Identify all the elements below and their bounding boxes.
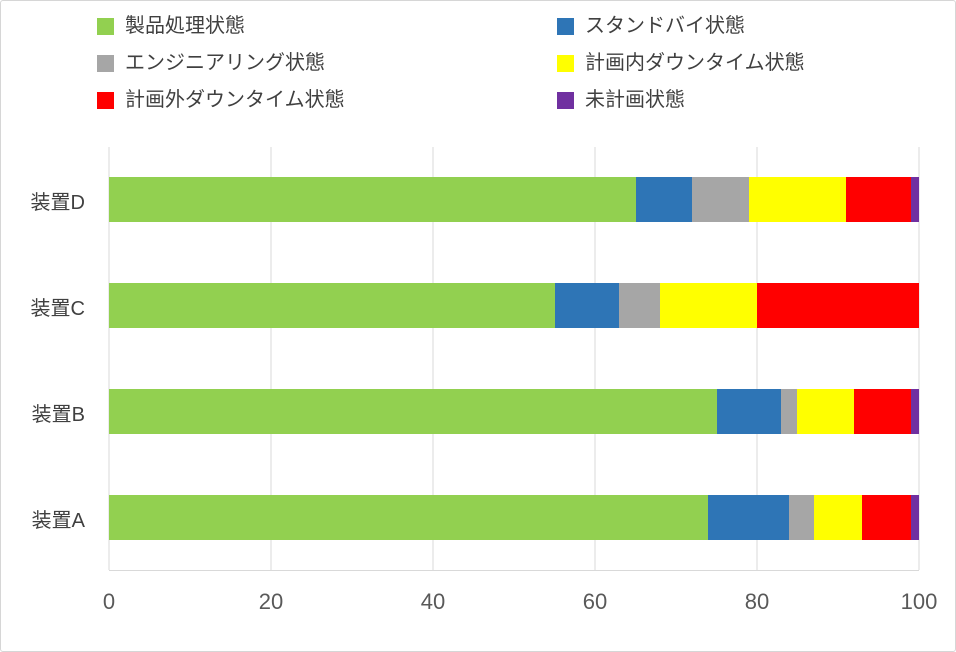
- bar-segment[interactable]: [854, 388, 911, 434]
- bar-segment[interactable]: [109, 177, 636, 223]
- bar-segment[interactable]: [846, 177, 911, 223]
- bar-segment[interactable]: [797, 388, 855, 434]
- x-axis-tick-label: 80: [744, 589, 770, 614]
- legend-item[interactable]: スタンドバイ状態: [557, 15, 805, 37]
- bar-segment[interactable]: [748, 177, 847, 223]
- y-axis-label: 装置B: [31, 403, 85, 426]
- y-axis-labels: 装置D 装置C 装置B 装置A: [1, 147, 99, 571]
- bar-segment[interactable]: [789, 494, 814, 540]
- legend-item[interactable]: エンジニアリング状態: [97, 52, 557, 74]
- legend-swatch-icon: [97, 54, 114, 72]
- bar-segment[interactable]: [716, 388, 782, 434]
- bar-segment[interactable]: [109, 283, 555, 329]
- legend-label: 計画外ダウンタイム状態: [125, 89, 345, 111]
- legend-item[interactable]: 製品処理状態: [97, 15, 557, 37]
- y-axis-label: 装置D: [30, 191, 85, 214]
- x-axis-tick-label: 100: [900, 589, 938, 614]
- legend-item[interactable]: 未計画状態: [557, 89, 805, 111]
- gridline: [594, 147, 596, 570]
- bar-segment[interactable]: [813, 494, 863, 540]
- legend-swatch-icon: [97, 91, 114, 109]
- bar-row: [109, 494, 919, 540]
- bar-row: [109, 283, 919, 329]
- gridline: [918, 147, 920, 570]
- bar-segment[interactable]: [910, 388, 919, 434]
- x-axis-labels: 0 20 40 60 80 100: [103, 589, 937, 621]
- bars: [109, 147, 919, 570]
- x-axis-tick-label: 60: [582, 589, 608, 614]
- plot-area: [108, 147, 920, 571]
- legend-item[interactable]: 計画外ダウンタイム状態: [97, 89, 557, 111]
- bar-segment[interactable]: [635, 177, 693, 223]
- legend-swatch-icon: [557, 17, 574, 35]
- legend-label: スタンドバイ状態: [585, 15, 745, 37]
- legend-label: 未計画状態: [585, 89, 685, 111]
- x-axis-tick-label: 20: [258, 589, 284, 614]
- bar-segment[interactable]: [781, 388, 798, 434]
- legend-label: 計画内ダウンタイム状態: [585, 52, 805, 74]
- legend-label: エンジニアリング状態: [125, 52, 325, 74]
- gridline: [432, 147, 434, 570]
- bar-segment[interactable]: [910, 177, 919, 223]
- x-axis-tick-label: 0: [102, 589, 116, 614]
- legend-swatch-icon: [557, 54, 574, 72]
- bar-segment[interactable]: [910, 494, 919, 540]
- bar-segment[interactable]: [109, 494, 709, 540]
- legend-item[interactable]: 計画内ダウンタイム状態: [557, 52, 805, 74]
- bar-row: [109, 388, 919, 434]
- legend-swatch-icon: [97, 17, 114, 35]
- bar-segment[interactable]: [109, 388, 717, 434]
- legend-swatch-icon: [557, 91, 574, 109]
- legend: 製品処理状態 スタンドバイ状態エンジニアリング状態 計画内ダウンタイム状態計画外ダウ…: [97, 15, 805, 111]
- gridline: [756, 147, 758, 570]
- bar-row: [109, 177, 919, 223]
- bar-segment[interactable]: [708, 494, 790, 540]
- bar-segment[interactable]: [692, 177, 749, 223]
- gridline: [270, 147, 272, 570]
- legend-label: 製品処理状態: [125, 15, 245, 37]
- y-axis-label: 装置C: [30, 297, 85, 320]
- bar-segment[interactable]: [862, 494, 911, 540]
- bar-segment[interactable]: [554, 283, 620, 329]
- bar-segment[interactable]: [756, 283, 919, 329]
- bar-segment[interactable]: [659, 283, 757, 329]
- y-axis-label: 装置A: [31, 509, 85, 532]
- bar-segment[interactable]: [619, 283, 660, 329]
- gridline: [108, 147, 110, 570]
- x-axis-tick-label: 40: [420, 589, 446, 614]
